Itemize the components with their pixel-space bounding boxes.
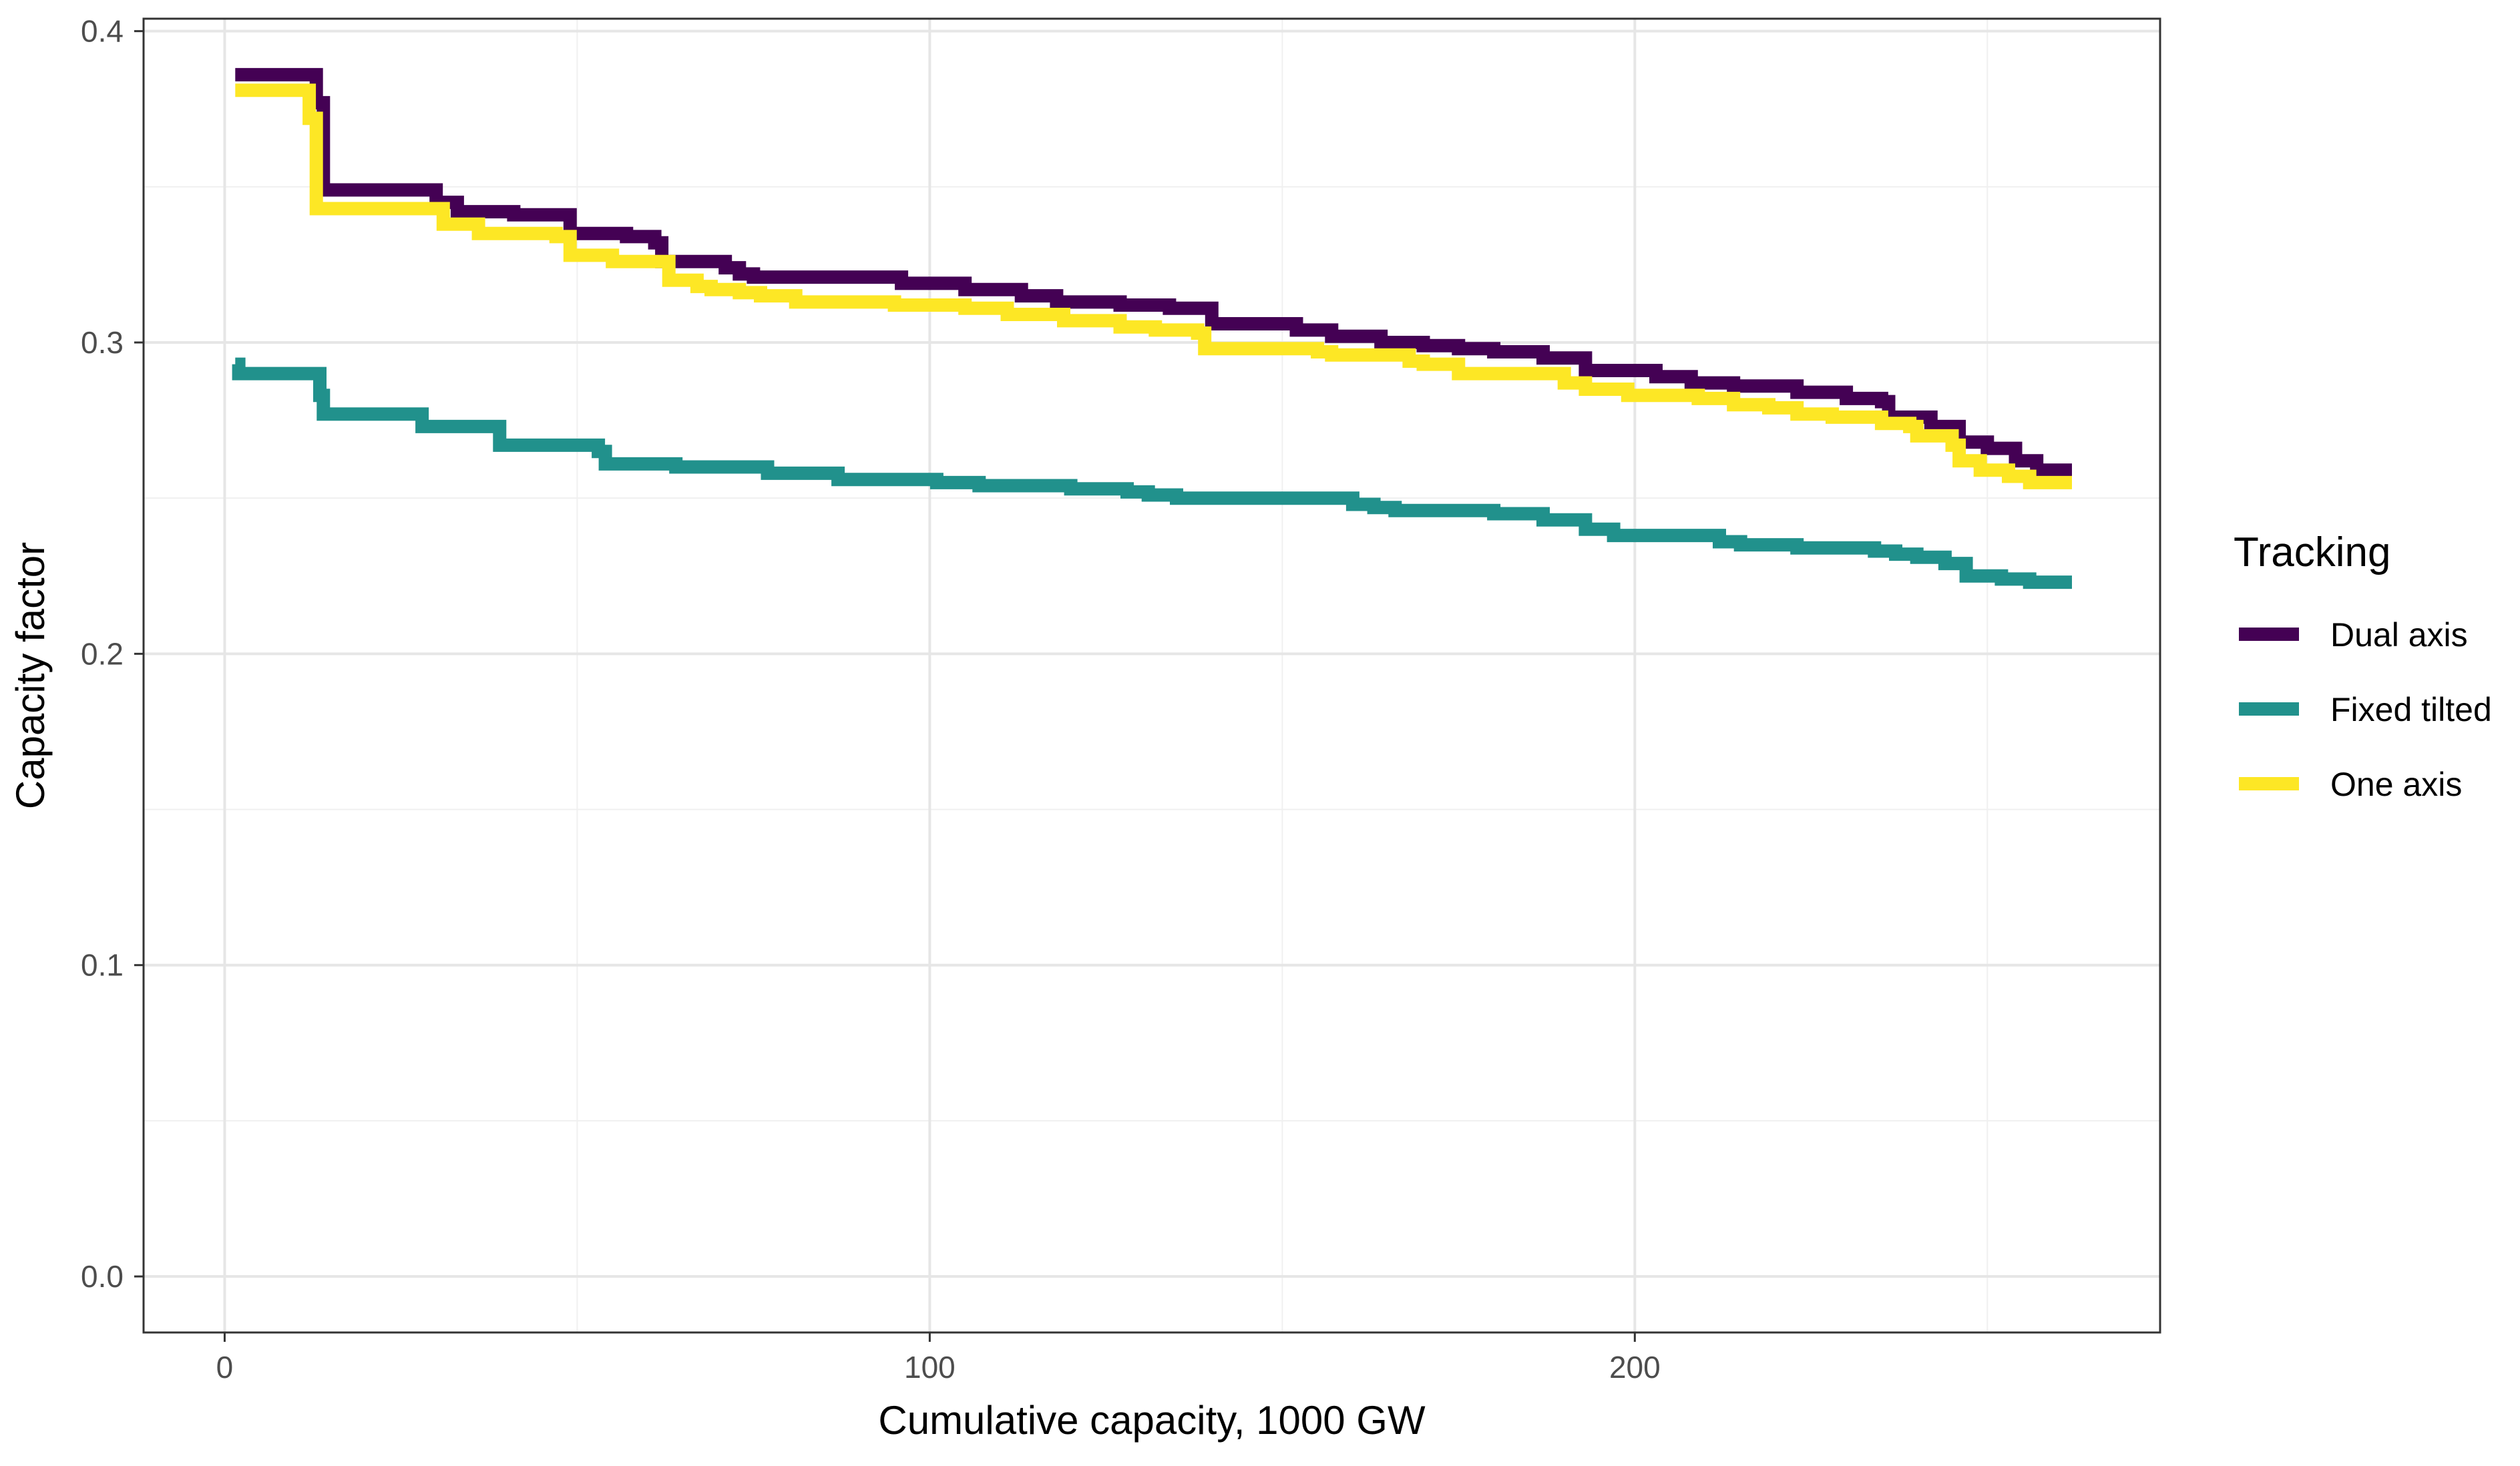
y-axis-title: Capacity factor bbox=[8, 542, 53, 809]
legend-label-fixed-tilted: Fixed tilted bbox=[2330, 691, 2492, 728]
grid-major bbox=[144, 19, 2160, 1332]
series-line-dual-axis bbox=[235, 67, 2072, 477]
legend: Tracking Dual axis Fixed tilted One axis bbox=[2234, 529, 2492, 803]
x-tick-label: 200 bbox=[1609, 1350, 1661, 1385]
y-tick-label: 0.4 bbox=[81, 14, 124, 49]
panel-border bbox=[142, 17, 2161, 1334]
x-tick-label: 100 bbox=[904, 1350, 956, 1385]
x-tick-label: 0 bbox=[216, 1350, 234, 1385]
legend-label-one-axis: One axis bbox=[2330, 766, 2462, 803]
legend-title: Tracking bbox=[2234, 529, 2390, 575]
x-axis-title: Cumulative capacity, 1000 GW bbox=[878, 1398, 1426, 1443]
legend-items: Dual axis Fixed tilted One axis bbox=[2239, 616, 2492, 803]
y-tick-label: 0.0 bbox=[81, 1259, 124, 1294]
series-line-one-axis bbox=[235, 83, 2072, 489]
legend-label-dual-axis: Dual axis bbox=[2330, 616, 2468, 654]
y-tick-label: 0.1 bbox=[81, 948, 124, 983]
series-layer bbox=[232, 67, 2072, 589]
y-axis: 0.0 0.1 0.2 0.3 0.4 bbox=[81, 14, 144, 1294]
y-tick-label: 0.3 bbox=[81, 325, 124, 360]
y-tick-label: 0.2 bbox=[81, 636, 124, 671]
x-axis: 0 100 200 bbox=[216, 1332, 1661, 1385]
series-line-fixed-tilted bbox=[232, 357, 2072, 589]
